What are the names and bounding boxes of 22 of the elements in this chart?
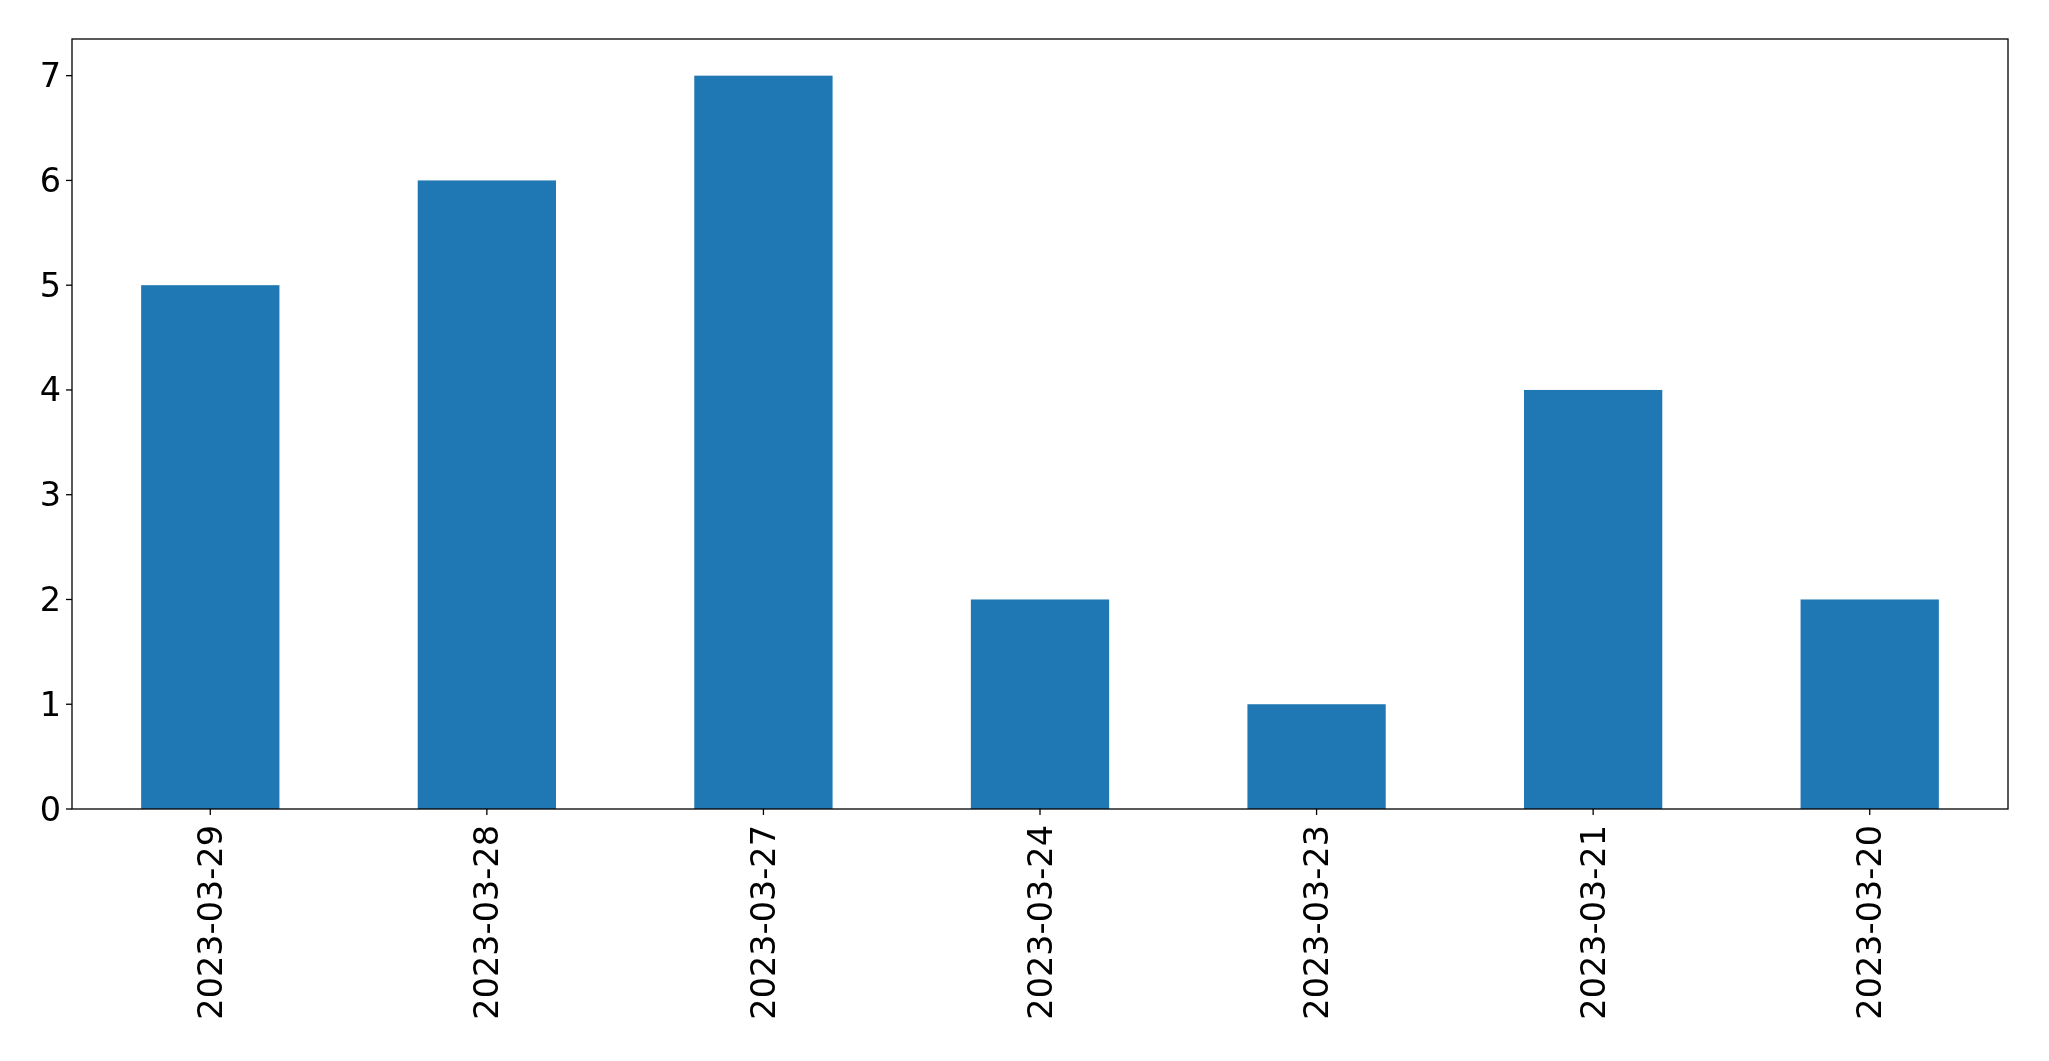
x-tick-label: 2023-03-28: [467, 825, 507, 1020]
y-tick-label: 5: [39, 265, 61, 305]
bar: [694, 75, 833, 809]
bar: [1524, 389, 1663, 809]
y-tick-label: 4: [39, 370, 61, 410]
y-tick-label: 1: [39, 684, 61, 724]
y-tick-label: 3: [39, 475, 61, 515]
y-tick-label: 2: [39, 579, 61, 619]
x-tick-label: 2023-03-23: [1297, 825, 1337, 1020]
y-tick-label: 7: [39, 56, 61, 96]
bar: [970, 599, 1110, 809]
y-tick-label: 6: [39, 160, 61, 200]
x-tick-label: 2023-03-29: [190, 825, 230, 1020]
y-tick-label: 0: [39, 789, 61, 829]
bar: [141, 285, 280, 809]
bar: [1247, 704, 1386, 809]
x-tick-label: 2023-03-21: [1573, 825, 1613, 1020]
x-tick-label: 2023-03-27: [743, 825, 783, 1020]
x-tick-label: 2023-03-20: [1850, 825, 1890, 1020]
bar: [1800, 599, 1939, 809]
bar: [417, 180, 556, 809]
x-tick-label: 2023-03-24: [1020, 825, 1060, 1020]
